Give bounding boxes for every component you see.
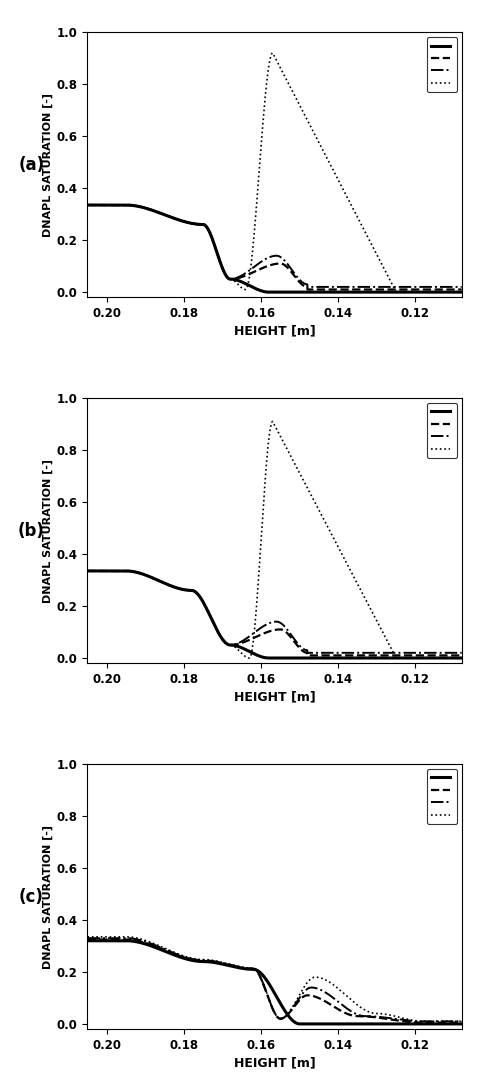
Y-axis label: DNAPL SATURATION [-]: DNAPL SATURATION [-] [42,824,52,968]
Legend: , , , : , , , [427,769,457,824]
Legend: , , , : , , , [427,38,457,92]
X-axis label: HEIGHT [m]: HEIGHT [m] [234,1056,315,1069]
Text: (a): (a) [18,155,44,174]
Y-axis label: DNAPL SATURATION [-]: DNAPL SATURATION [-] [42,93,52,237]
Y-axis label: DNAPL SATURATION [-]: DNAPL SATURATION [-] [42,459,52,602]
Text: (b): (b) [18,522,45,539]
Text: (c): (c) [19,888,44,906]
X-axis label: HEIGHT [m]: HEIGHT [m] [234,690,315,703]
Legend: , , , : , , , [427,403,457,458]
X-axis label: HEIGHT [m]: HEIGHT [m] [234,324,315,338]
